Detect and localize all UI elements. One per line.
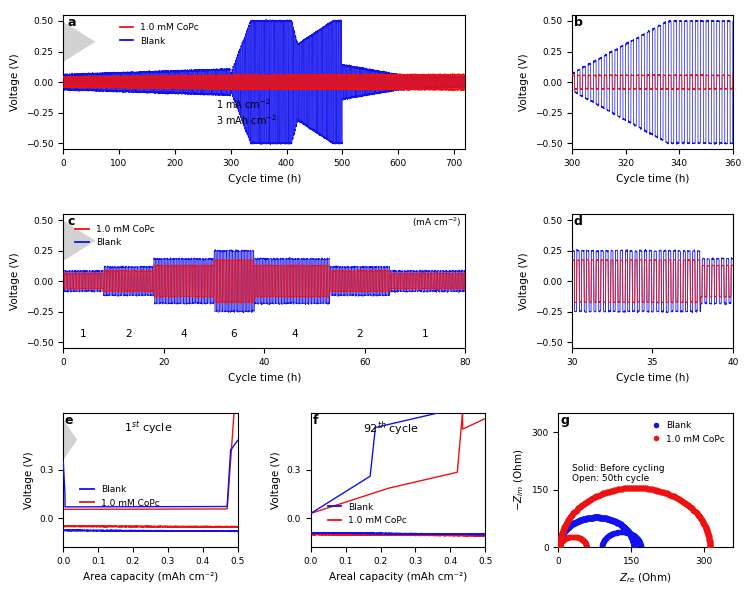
Y-axis label: $-Z_{im}$ (Ohm): $-Z_{im}$ (Ohm): [513, 449, 526, 512]
Text: 1: 1: [422, 330, 429, 339]
X-axis label: $Z_{re}$ (Ohm): $Z_{re}$ (Ohm): [620, 572, 672, 585]
Text: 4: 4: [181, 330, 187, 339]
Legend: Blank, 1.0 mM CoPc: Blank, 1.0 mM CoPc: [650, 418, 728, 447]
Y-axis label: Voltage (V): Voltage (V): [519, 252, 529, 310]
Text: 6: 6: [231, 330, 237, 339]
Text: 2: 2: [356, 330, 363, 339]
Text: 1 mA cm$^{-2}$
3 mAh cm$^{-2}$: 1 mA cm$^{-2}$ 3 mAh cm$^{-2}$: [216, 97, 277, 127]
Text: b: b: [574, 16, 583, 29]
Text: 92$^{th}$ cycle: 92$^{th}$ cycle: [363, 419, 419, 439]
X-axis label: Cycle time (h): Cycle time (h): [616, 174, 689, 184]
X-axis label: Areal capacity (mAh cm⁻²): Areal capacity (mAh cm⁻²): [329, 572, 467, 582]
X-axis label: Cycle time (h): Cycle time (h): [228, 372, 301, 383]
Y-axis label: Voltage (V): Voltage (V): [10, 54, 20, 111]
Legend: Blank, 1.0 mM CoPc: Blank, 1.0 mM CoPc: [324, 499, 411, 528]
Legend: Blank, 1.0 mM CoPc: Blank, 1.0 mM CoPc: [77, 481, 163, 511]
X-axis label: Cycle time (h): Cycle time (h): [616, 372, 689, 383]
X-axis label: Area capacity (mAh cm⁻²): Area capacity (mAh cm⁻²): [83, 572, 218, 582]
Legend: 1.0 mM CoPc, Blank: 1.0 mM CoPc, Blank: [71, 221, 158, 251]
Polygon shape: [63, 21, 95, 62]
Y-axis label: Voltage (V): Voltage (V): [10, 252, 20, 310]
Y-axis label: Voltage (V): Voltage (V): [24, 452, 33, 509]
Text: 1: 1: [80, 330, 86, 339]
Text: d: d: [574, 215, 583, 228]
Text: (mA cm$^{-2}$): (mA cm$^{-2}$): [411, 215, 461, 228]
X-axis label: Cycle time (h): Cycle time (h): [228, 174, 301, 184]
Text: e: e: [65, 414, 74, 427]
Y-axis label: Voltage (V): Voltage (V): [272, 452, 281, 509]
Text: 2: 2: [125, 330, 132, 339]
Text: a: a: [67, 16, 76, 29]
Legend: 1.0 mM CoPc, Blank: 1.0 mM CoPc, Blank: [116, 20, 202, 49]
Polygon shape: [63, 221, 95, 261]
Polygon shape: [63, 419, 77, 460]
Text: 4: 4: [291, 330, 298, 339]
Text: c: c: [67, 215, 74, 228]
Text: 1$^{st}$ cycle: 1$^{st}$ cycle: [124, 419, 173, 437]
Text: f: f: [312, 414, 318, 427]
Y-axis label: Voltage (V): Voltage (V): [519, 54, 529, 111]
Text: g: g: [560, 414, 569, 427]
Text: Solid: Before cycling
Open: 50th cycle: Solid: Before cycling Open: 50th cycle: [572, 464, 665, 483]
